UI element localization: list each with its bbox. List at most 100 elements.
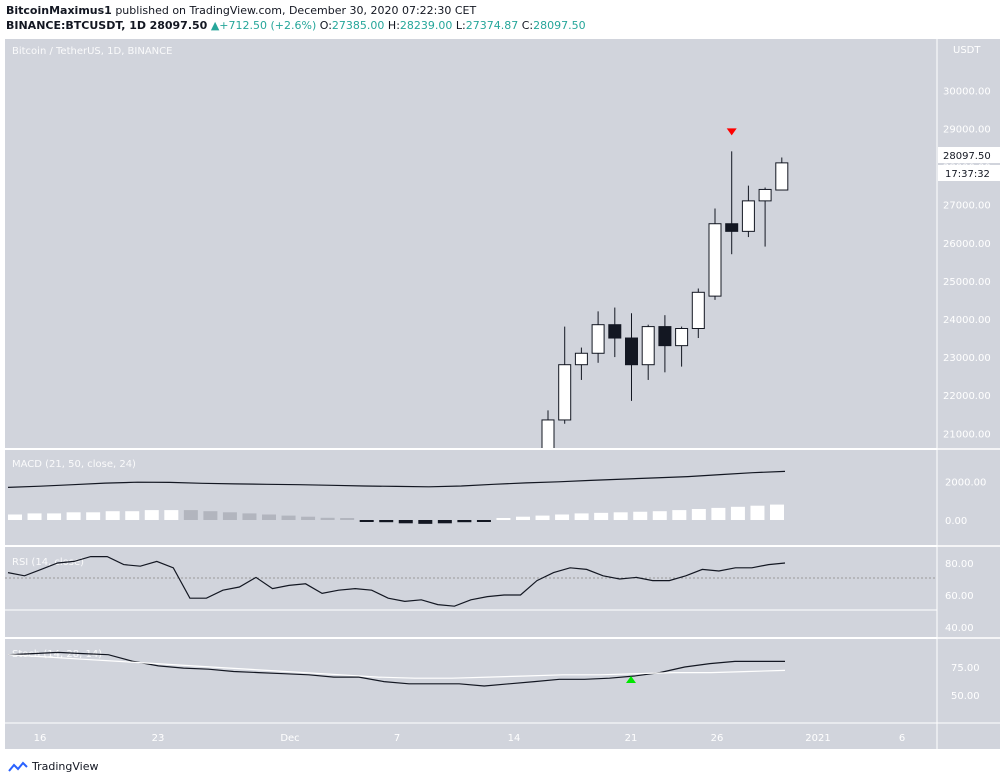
main-pane-title: Bitcoin / TetherUS, 1D, BINANCE <box>12 46 172 57</box>
currency-label: USDT <box>953 45 981 56</box>
candle-body <box>641 326 655 366</box>
macd-histogram-bar <box>105 511 120 520</box>
macd-histogram-bar <box>633 511 648 520</box>
macd-histogram-bar <box>711 507 726 520</box>
macd-pane-title: MACD (21, 50, close, 24) <box>12 459 136 470</box>
macd-histogram-bar <box>516 516 530 520</box>
buy-arrow-marker <box>626 676 636 683</box>
macd-histogram-bar <box>125 511 140 520</box>
candle-body <box>541 419 555 448</box>
macd-histogram-bar <box>281 515 296 520</box>
rsi-tick-label: 40.00 <box>945 623 974 634</box>
close-label: C: <box>521 19 534 32</box>
sell-arrow-marker <box>726 128 737 136</box>
tradingview-label: TradingView <box>32 760 99 773</box>
rsi-pane[interactable] <box>5 547 937 637</box>
price-tick-label: 21000.00 <box>943 429 991 440</box>
macd-histogram-bar <box>672 510 687 520</box>
candle-body <box>691 291 705 330</box>
macd-histogram-bar <box>437 520 452 524</box>
macd-histogram-bar <box>398 520 413 524</box>
time-tick-label: 14 <box>508 733 521 744</box>
tradingview-brand[interactable]: TradingView <box>8 760 98 773</box>
stoch-tick-label: 50.00 <box>951 691 980 702</box>
macd-pane[interactable] <box>5 450 937 545</box>
open-label: O: <box>319 19 332 32</box>
macd-histogram-bar <box>613 512 628 520</box>
macd-histogram-bar <box>555 514 570 520</box>
macd-histogram-bar <box>66 512 81 520</box>
time-axis[interactable] <box>5 723 1000 749</box>
tradingview-logo-icon <box>8 761 28 772</box>
stoch-pane[interactable] <box>5 639 937 723</box>
price-axis[interactable] <box>937 39 1000 723</box>
candle-body <box>608 324 622 339</box>
macd-histogram-bar <box>340 518 355 520</box>
author-name[interactable]: BitcoinMaximus1 <box>6 4 112 17</box>
price-tick-label: 30000.00 <box>943 86 991 97</box>
change-value: +712.50 (+2.6%) <box>219 19 317 32</box>
publisher-line: BitcoinMaximus1 published on TradingView… <box>6 4 476 17</box>
rsi-line <box>7 556 786 607</box>
macd-histogram-bar <box>535 515 550 520</box>
candle-body <box>591 324 605 354</box>
candle-body <box>574 352 588 366</box>
up-triangle-icon: ▲ <box>210 19 220 32</box>
countdown-tag-text: 17:37:32 <box>945 169 990 180</box>
close-value: 28097.50 <box>533 19 586 32</box>
macd-histogram-bar <box>86 512 101 520</box>
macd-histogram-bar <box>301 516 316 520</box>
candle-body <box>558 364 572 421</box>
macd-histogram-bar <box>47 513 62 520</box>
symbol-label: BINANCE:BTCUSDT, 1D <box>6 19 147 32</box>
macd-histogram-bar <box>203 511 218 520</box>
low-value: 27374.87 <box>465 19 519 32</box>
macd-histogram-bar <box>496 518 511 520</box>
candle-body <box>625 337 638 366</box>
candle-body <box>658 326 672 347</box>
candle-body <box>725 223 739 232</box>
price-tick-label: 22000.00 <box>943 391 991 402</box>
price-tick-label: 26000.00 <box>943 239 991 250</box>
macd-histogram-bar <box>730 506 745 520</box>
macd-histogram-bar <box>164 510 179 520</box>
macd-histogram-bar <box>320 517 335 520</box>
stoch-pane-title: Stoch (14, 28, 14) <box>12 649 102 660</box>
time-tick-label: Dec <box>280 733 299 744</box>
published-text: published on TradingView.com, December 3… <box>115 4 477 17</box>
countdown-tag <box>938 165 1000 181</box>
macd-histogram-bar <box>476 520 491 522</box>
macd-histogram-bar <box>183 510 198 520</box>
time-tick-label: 7 <box>394 733 400 744</box>
stoch-d-line <box>7 654 786 679</box>
rsi-pane-title: RSI (14, close) <box>12 557 84 568</box>
macd-histogram-bar <box>418 520 433 524</box>
macd-histogram-bar <box>457 520 472 523</box>
macd-histogram-bar <box>652 511 667 520</box>
rsi-tick-label: 60.00 <box>945 591 974 602</box>
stoch-tick-label: 75.00 <box>951 663 980 674</box>
last-price-tag-text: 28097.50 <box>943 151 991 162</box>
macd-histogram-bar <box>222 512 237 520</box>
macd-histogram-bar <box>379 520 394 523</box>
macd-line <box>7 470 786 488</box>
time-tick-label: 2021 <box>805 733 830 744</box>
macd-histogram-bar <box>262 514 276 520</box>
last-price-tag <box>938 147 1000 163</box>
candle-body <box>675 328 689 347</box>
candle-body <box>775 162 789 191</box>
main-pane[interactable] <box>5 39 937 448</box>
candle-body <box>741 200 755 232</box>
candles-group <box>541 151 789 448</box>
chart-header: BitcoinMaximus1 published on TradingView… <box>0 0 1000 38</box>
chart-canvas[interactable]: Bitcoin / TetherUS, 1D, BINANCE MACD (21… <box>0 38 1000 752</box>
price-tick-label: 24000.00 <box>943 315 991 326</box>
open-value: 27385.00 <box>331 19 385 32</box>
macd-histogram-bar <box>750 505 765 520</box>
macd-histogram-bar <box>242 513 257 520</box>
time-tick-label: 26 <box>711 733 724 744</box>
high-value: 28239.00 <box>399 19 453 32</box>
time-tick-label: 6 <box>899 733 905 744</box>
macd-tick-label: 2000.00 <box>945 477 986 488</box>
time-tick-label: 21 <box>625 733 638 744</box>
